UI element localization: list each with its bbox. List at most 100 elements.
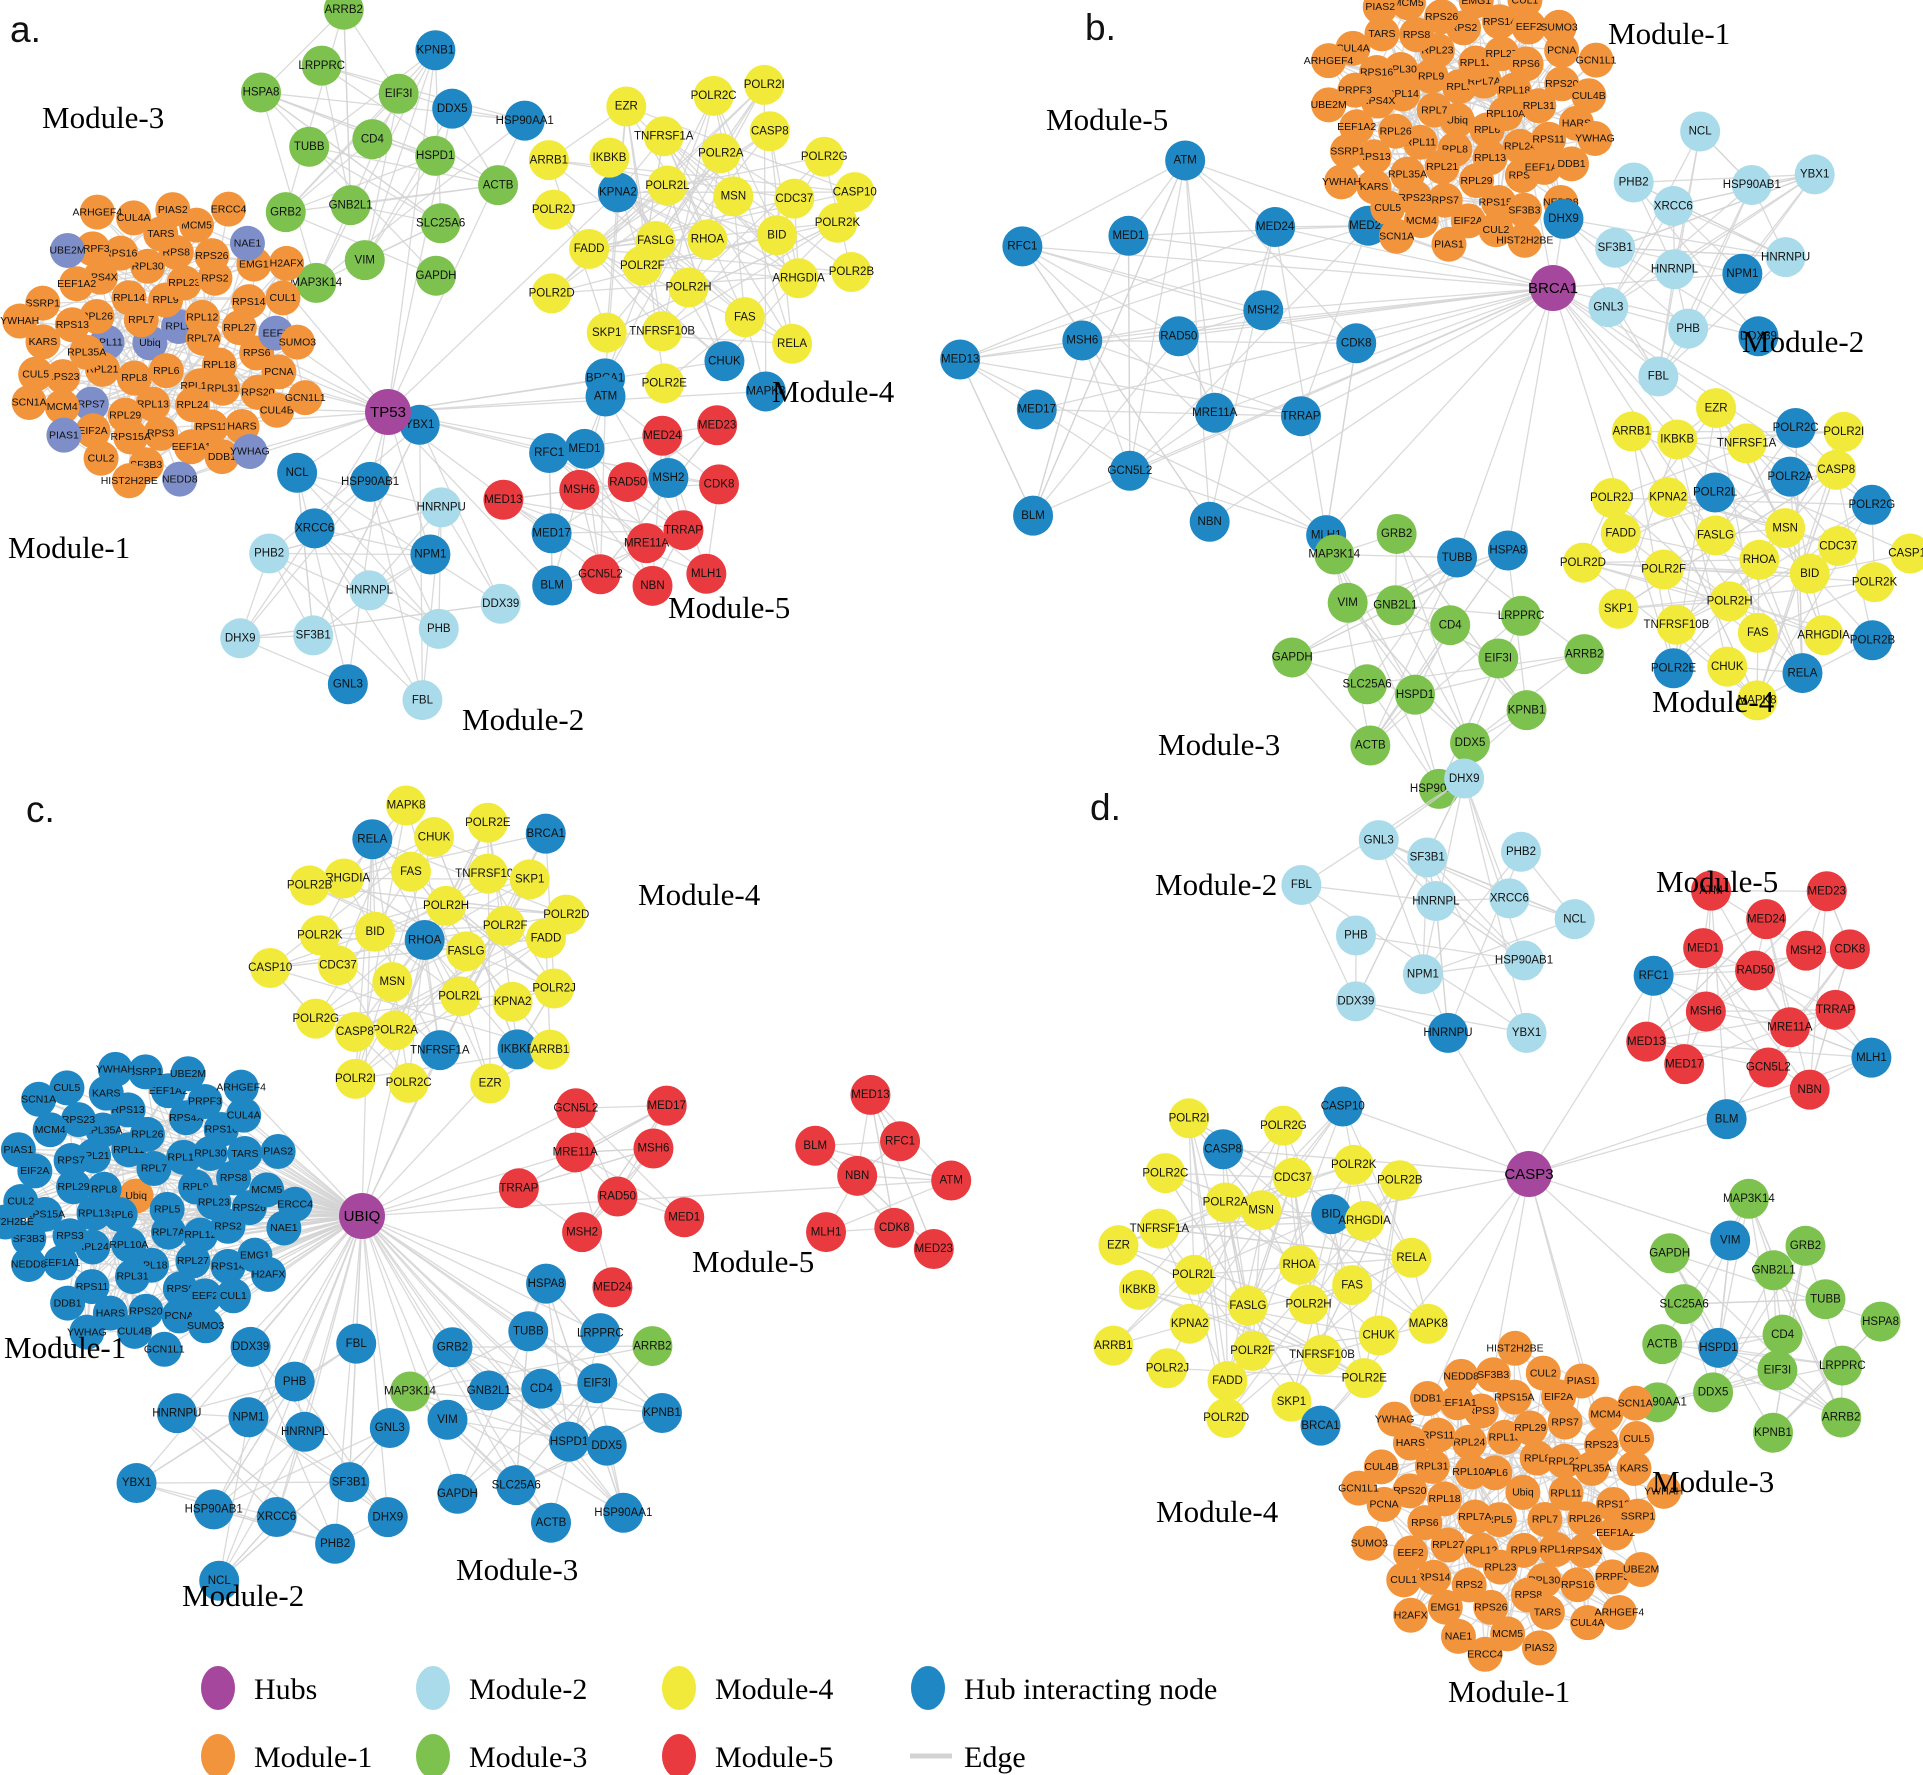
- module-label-module-5-a: Module-5: [668, 590, 790, 625]
- node-label: UBE2M: [1623, 1564, 1659, 1576]
- node-RPS13: RPS13: [54, 307, 90, 343]
- node-label: MED24: [593, 1282, 632, 1294]
- node-POLR2K: POLR2K: [815, 202, 860, 243]
- node-MED17: MED17: [646, 1085, 687, 1126]
- node-DDB1: DDB1: [1554, 146, 1590, 182]
- node-MLH1: MLH1: [686, 553, 727, 594]
- legend-item-module-5: Module-5: [662, 1734, 833, 1775]
- node-label: CASP8: [751, 125, 789, 137]
- node-label: MED23: [1349, 220, 1387, 232]
- node-ATM: ATM: [1165, 140, 1206, 181]
- node-H2AFX: H2AFX: [1393, 1597, 1429, 1633]
- node-label: RPL9: [152, 294, 178, 306]
- node-label: DDX39: [1740, 330, 1777, 342]
- node-CUL4B: CUL4B: [259, 392, 295, 428]
- node-label: SF3B1: [332, 1476, 367, 1488]
- node-label: CASP8: [1817, 464, 1855, 476]
- node-DDX5: DDX5: [1693, 1372, 1734, 1413]
- node-label: DDX39: [482, 598, 519, 610]
- node-YWHAH: YWHAH: [0, 303, 39, 339]
- module-label-module-3-b: Module-3: [1158, 727, 1280, 762]
- node-EEF1A1: EEF1A1: [41, 1245, 80, 1281]
- node-POLR2G: POLR2G: [1260, 1105, 1307, 1146]
- node-ERCC4: ERCC4: [277, 1186, 313, 1222]
- node-label: MSH2: [566, 1226, 598, 1238]
- node-label: RPS7: [57, 1155, 85, 1167]
- node-PIAS1: PIAS1: [1564, 1363, 1600, 1399]
- node-KPNA2: KPNA2: [492, 981, 533, 1022]
- node-UBE2M: UBE2M: [1623, 1552, 1659, 1588]
- node-CUL4B: CUL4B: [1571, 78, 1607, 114]
- node-label: POLR2C: [1773, 422, 1819, 434]
- node-RPL31: RPL31: [1414, 1448, 1450, 1484]
- node-label: RPL7: [128, 314, 154, 326]
- node-label: SCN1A: [1618, 1397, 1653, 1409]
- node-BLM: BLM: [532, 565, 573, 606]
- node-label: RPL10A: [1486, 108, 1525, 120]
- node-TNFRSF1A: TNFRSF1A: [1717, 423, 1777, 464]
- node-FADD: FADD: [569, 228, 610, 269]
- node-label: CASP10: [1888, 548, 1923, 560]
- node-label: POLR2L: [1693, 487, 1738, 499]
- module-label-module-5-b: Module-5: [1046, 102, 1168, 137]
- node-BID: BID: [756, 215, 797, 256]
- node-label: RFC1: [885, 1135, 915, 1147]
- node-label: PHB: [1344, 930, 1368, 942]
- node-label: RPL12: [1465, 1544, 1497, 1556]
- node-label: DDX39: [232, 1341, 269, 1353]
- node-label: NBN: [845, 1170, 869, 1182]
- node-KARS: KARS: [25, 324, 61, 360]
- node-EEF1A2: EEF1A2: [57, 266, 96, 302]
- node-label: MED23: [1808, 885, 1846, 897]
- node-FBL: FBL: [336, 1323, 377, 1364]
- panel-a-nodes: CD4 HSPD1 GNB2L1 EIF3I SLC25A6 TUBB DDX5 VIM LRP…: [0, 0, 877, 721]
- node-FASLG: FASLG: [446, 931, 487, 972]
- node-label: ARRB2: [1822, 1412, 1860, 1424]
- node-label: RPL5: [154, 1204, 180, 1216]
- node-RPL31: RPL31: [205, 370, 241, 406]
- node-FAS: FAS: [390, 851, 431, 892]
- node-label: ACTB: [1355, 740, 1386, 752]
- node-label: NCL: [286, 467, 310, 479]
- node-label: ARRB1: [530, 154, 568, 166]
- legend-item-module-3: Module-3: [416, 1734, 587, 1775]
- node-label: PCNA: [1370, 1499, 1399, 1511]
- node-label: TNFRSF10B: [455, 868, 521, 880]
- node-EIF2A: EIF2A: [1450, 203, 1486, 239]
- node-FASLG: FASLG: [1695, 515, 1736, 556]
- node-CD4: CD4: [521, 1368, 562, 1409]
- node-label: YWHAH: [1644, 1486, 1683, 1498]
- node-label: ARHGEF4: [73, 206, 123, 218]
- node-RPS3: RPS3: [143, 415, 179, 451]
- node-IKBKB: IKBKB: [1657, 419, 1698, 460]
- node-label: MAPK8: [1738, 695, 1777, 707]
- node-label: GAPDH: [416, 270, 457, 282]
- node-MED13: MED13: [850, 1074, 891, 1115]
- node-label: MED17: [648, 1100, 686, 1112]
- node-label: RPL7: [141, 1163, 167, 1175]
- node-label: RPS13: [1357, 151, 1390, 163]
- node-GCN5L2: GCN5L2: [554, 1088, 598, 1129]
- node-CASP8: CASP8: [1203, 1129, 1244, 1170]
- node-RPS23: RPS23: [1584, 1427, 1620, 1463]
- node-SF3B1: SF3B1: [329, 1462, 370, 1503]
- node-label: HARS: [1396, 1437, 1425, 1449]
- node-label: RPS6: [167, 1283, 195, 1295]
- node-MSH6: MSH6: [1685, 991, 1726, 1032]
- node-label: HNRNPL: [1412, 895, 1460, 907]
- node-RPS16: RPS16: [103, 235, 139, 271]
- node-GAPDH: GAPDH: [1649, 1233, 1690, 1274]
- node-RPL8: RPL8: [1519, 1440, 1555, 1476]
- hub-node-TP53: TP53: [365, 389, 411, 435]
- node-label: POLR2E: [465, 817, 511, 829]
- node-RPL30: RPL30: [130, 248, 166, 284]
- node-SCN1A: SCN1A: [21, 1081, 56, 1117]
- node-GCN1L1: GCN1L1: [1576, 42, 1617, 78]
- node-ARHGEF4: ARHGEF4: [216, 1069, 266, 1105]
- node-label: SLC25A6: [416, 217, 465, 229]
- node-label: POLR2J: [1146, 1362, 1189, 1374]
- node-label: SUMO3: [1351, 1537, 1389, 1549]
- node-TNFRSF10B: TNFRSF10B: [1289, 1334, 1355, 1375]
- node-label: FBL: [1648, 371, 1670, 383]
- node-ERCC4: ERCC4: [1467, 1636, 1503, 1672]
